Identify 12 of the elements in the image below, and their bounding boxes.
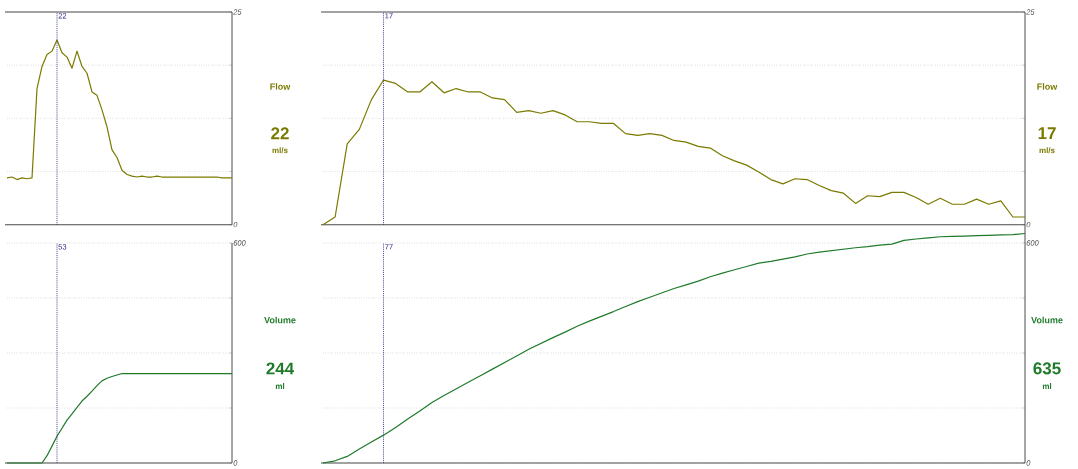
text: 22 [271, 127, 289, 140]
y-axis-title: Flow [270, 83, 291, 90]
text: 635 [1033, 362, 1061, 375]
y-axis-title: Volume [264, 316, 296, 324]
y-axis-title: Volume [1031, 316, 1063, 324]
text: 244 [266, 362, 295, 375]
text: 17 [1038, 127, 1056, 140]
text: ml/s [1039, 147, 1055, 154]
y-axis-title: Flow [1037, 83, 1058, 90]
text: ml [275, 383, 285, 389]
text: ml [1042, 383, 1052, 389]
text: ml/s [272, 147, 288, 154]
